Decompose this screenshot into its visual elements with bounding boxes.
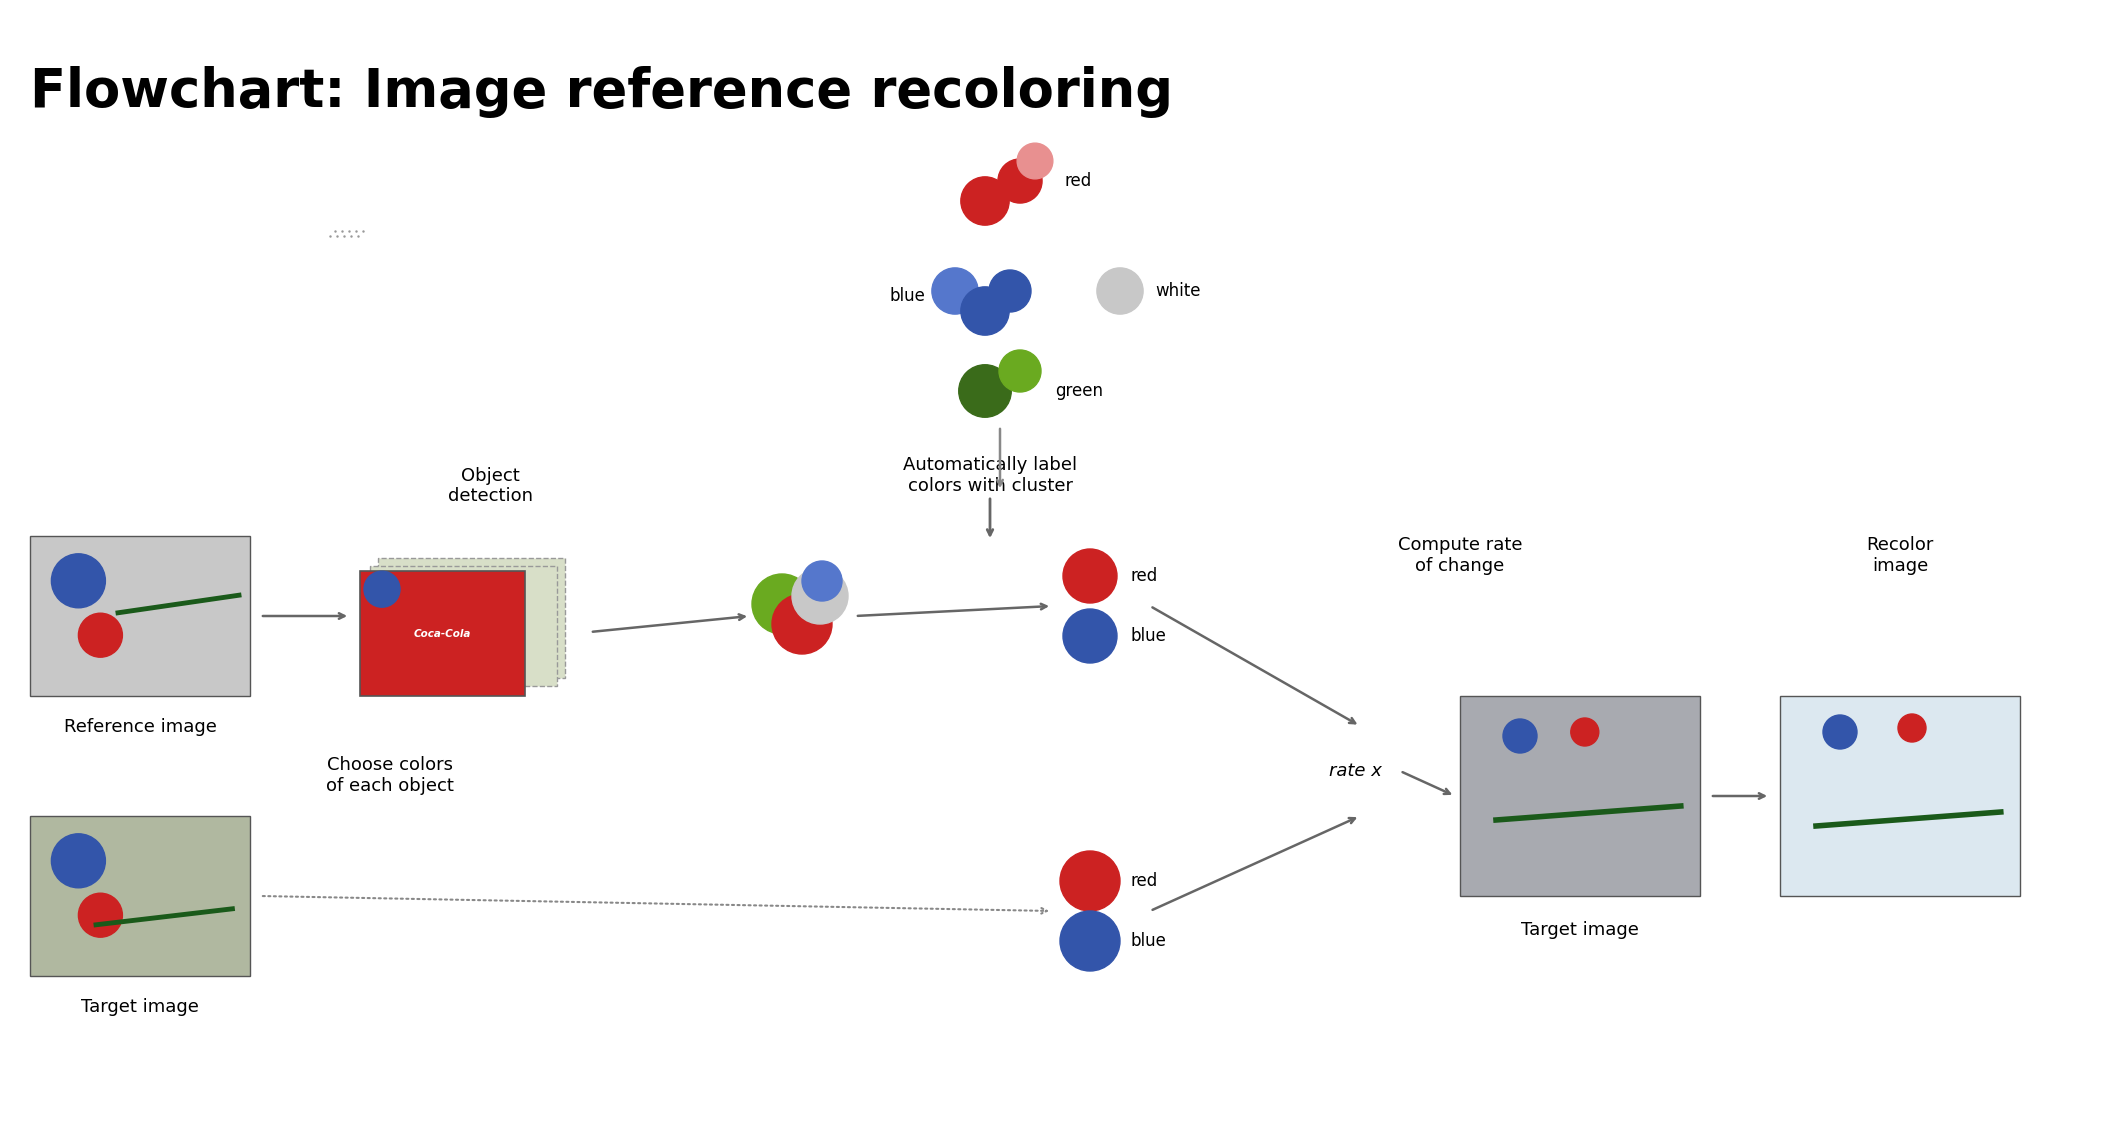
Circle shape (959, 364, 1012, 417)
Circle shape (772, 594, 833, 654)
Circle shape (78, 613, 122, 657)
Text: Choose colors
of each object: Choose colors of each object (327, 756, 453, 795)
Text: Compute rate
of change: Compute rate of change (1398, 536, 1522, 575)
Text: blue: blue (1130, 627, 1166, 645)
Text: Coca-Cola: Coca-Cola (413, 629, 472, 638)
Circle shape (961, 176, 1010, 225)
Circle shape (78, 893, 122, 937)
Circle shape (51, 554, 105, 607)
Text: red: red (1130, 872, 1157, 890)
FancyBboxPatch shape (30, 536, 251, 696)
Circle shape (1060, 911, 1119, 971)
Text: blue: blue (1130, 932, 1166, 950)
Circle shape (997, 159, 1041, 203)
Circle shape (989, 270, 1031, 312)
Text: red: red (1065, 172, 1092, 190)
Text: Automatically label
colors with cluster: Automatically label colors with cluster (902, 456, 1077, 495)
Circle shape (1062, 609, 1117, 664)
Bar (360, 571, 525, 696)
Text: rate x: rate x (1328, 762, 1381, 780)
Circle shape (1062, 549, 1117, 603)
Circle shape (1897, 714, 1927, 741)
Circle shape (801, 562, 841, 601)
Text: red: red (1130, 567, 1157, 584)
FancyBboxPatch shape (1461, 696, 1699, 896)
Bar (371, 566, 557, 686)
Circle shape (1823, 715, 1857, 749)
Text: Object
detection: Object detection (447, 466, 533, 505)
Circle shape (1570, 719, 1598, 746)
Circle shape (753, 574, 812, 634)
FancyBboxPatch shape (1779, 696, 2019, 896)
Circle shape (1018, 143, 1052, 179)
Text: white: white (1155, 282, 1199, 300)
Circle shape (961, 286, 1010, 335)
Circle shape (999, 350, 1041, 392)
Circle shape (932, 268, 978, 314)
Circle shape (1096, 268, 1143, 314)
Text: green: green (1054, 382, 1102, 400)
Circle shape (793, 568, 847, 625)
Circle shape (51, 834, 105, 888)
Text: blue: blue (890, 286, 925, 305)
Circle shape (1503, 719, 1537, 753)
Circle shape (365, 571, 401, 607)
Text: Target image: Target image (1522, 921, 1638, 939)
Text: Recolor
image: Recolor image (1866, 536, 1933, 575)
Circle shape (1060, 851, 1119, 911)
Text: Target image: Target image (80, 998, 198, 1017)
Bar (377, 558, 565, 678)
Text: Reference image: Reference image (63, 719, 217, 736)
FancyBboxPatch shape (30, 816, 251, 976)
Text: Flowchart: Image reference recoloring: Flowchart: Image reference recoloring (30, 66, 1172, 118)
